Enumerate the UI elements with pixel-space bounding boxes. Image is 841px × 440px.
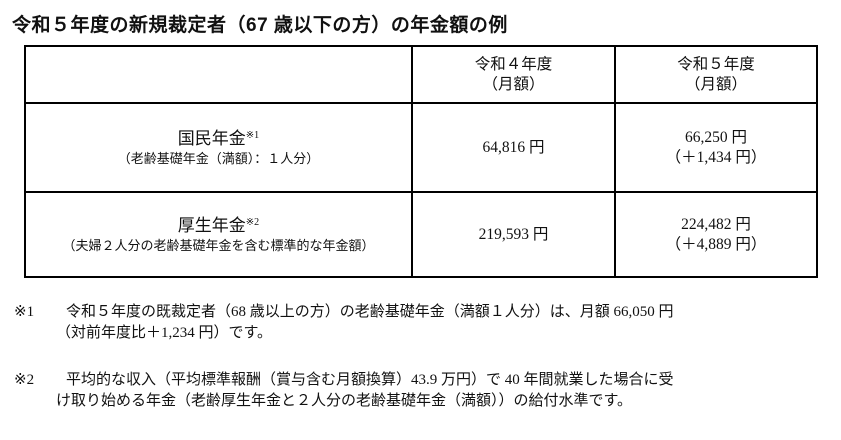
pension-table: 令和４年度 （月額） 令和５年度 （月額） 国民年金※1 （老齢基礎年金（満額）…: [24, 45, 818, 278]
fy4-value-cell: 64,816 円: [411, 102, 616, 193]
footnote-text: 令和５年度の既裁定者（68 歳以上の方）の老齢基礎年金（満額１人分）は、月額 6…: [66, 304, 674, 320]
page-title: 令和５年度の新規裁定者（67 歳以下の方）の年金額の例: [12, 15, 508, 36]
footnote-2: ※2 平均的な収入（平均標準報酬（賞与含む月額換算）43.9 万円）で 40 年間…: [14, 370, 674, 412]
footnote-text-cont: （対前年度比＋1,234 円）です。: [56, 325, 273, 341]
note-mark: ※1: [245, 129, 260, 141]
row-label-cell: 厚生年金※2 （夫婦２人分の老齢基礎年金を含む標準的な年金額）: [24, 191, 413, 278]
header-fy4-label: 令和４年度: [474, 55, 553, 73]
fy4-value: 64,816 円: [482, 138, 545, 156]
fy5-diff: （＋1,434 円）: [665, 148, 767, 166]
fy5-value: 66,250 円: [684, 128, 747, 146]
fy5-value-cell: 224,482 円 （＋4,889 円）: [614, 191, 818, 278]
fy5-diff: （＋4,889 円）: [665, 235, 767, 253]
header-fy5: 令和５年度 （月額）: [614, 45, 818, 104]
fy5-value: 224,482 円: [681, 215, 751, 233]
row-label: 国民年金: [177, 128, 246, 148]
row-label: 厚生年金: [177, 215, 246, 235]
header-fy5-label: 令和５年度: [677, 55, 755, 73]
table-row: 厚生年金※2 （夫婦２人分の老齢基礎年金を含む標準的な年金額） 219,593 …: [24, 191, 818, 278]
fy5-value-cell: 66,250 円 （＋1,434 円）: [614, 102, 818, 193]
fy4-value: 219,593 円: [478, 225, 549, 243]
footnote-text: 平均的な収入（平均標準報酬（賞与含む月額換算）43.9 万円）で 40 年間就業…: [66, 372, 674, 388]
footnote-mark: ※1: [14, 304, 35, 320]
header-fy4-unit: （月額）: [482, 75, 545, 93]
note-mark: ※2: [245, 216, 260, 228]
footnote-1: ※1 令和５年度の既裁定者（68 歳以上の方）の老齢基礎年金（満額１人分）は、月額…: [14, 302, 674, 344]
row-label-cell: 国民年金※1 （老齢基礎年金（満額）：１人分）: [24, 102, 413, 193]
footnote-text-cont: け取り始める年金（老齢厚生年金と２人分の老齢基礎年金（満額））の給付水準です。: [56, 393, 633, 409]
header-fy4: 令和４年度 （月額）: [411, 45, 616, 104]
row-sublabel: （老齢基礎年金（満額）：１人分）: [117, 150, 320, 166]
header-empty-cell: [24, 45, 413, 104]
table-row: 国民年金※1 （老齢基礎年金（満額）：１人分） 64,816 円 66,250 …: [24, 102, 818, 193]
fy4-value-cell: 219,593 円: [411, 191, 616, 278]
table-header-row: 令和４年度 （月額） 令和５年度 （月額）: [24, 45, 818, 104]
footnote-mark: ※2: [14, 372, 35, 388]
row-sublabel: （夫婦２人分の老齢基礎年金を含む標準的な年金額）: [62, 237, 375, 253]
header-fy5-unit: （月額）: [684, 75, 747, 93]
